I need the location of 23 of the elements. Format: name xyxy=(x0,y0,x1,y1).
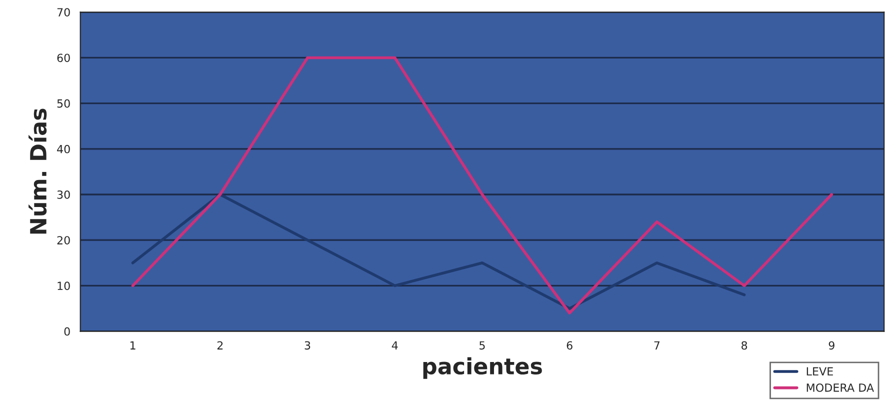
y-tick-label: 50 xyxy=(57,99,70,108)
x-tick-label: 2 xyxy=(217,341,223,350)
x-tick-label: 5 xyxy=(480,341,485,350)
line-series xyxy=(131,56,834,314)
y-axis-title: Núm. Días xyxy=(28,108,47,234)
x-tick-label: 4 xyxy=(392,341,398,350)
x-tick-label: 6 xyxy=(566,341,572,350)
x-tick-label: 1 xyxy=(130,341,136,350)
y-tick-label: 70 xyxy=(57,8,70,16)
x-tick-label: 7 xyxy=(654,341,660,350)
y-tick-label: 0 xyxy=(64,327,70,336)
x-tick-label: 9 xyxy=(828,341,834,350)
y-tick-label: 40 xyxy=(57,144,70,154)
y-tick-label: 60 xyxy=(57,54,70,62)
legend-label: LEVE xyxy=(806,367,833,376)
line-series xyxy=(131,193,746,310)
y-tick-label: 10 xyxy=(58,282,70,290)
y-tick-label: 20 xyxy=(57,236,70,244)
legend-label: MODERA DA xyxy=(806,383,874,392)
x-axis-title: pacientes xyxy=(423,357,542,379)
x-tick-label: 3 xyxy=(304,341,310,350)
y-tick-label: 30 xyxy=(57,190,70,199)
x-tick-label: 8 xyxy=(742,341,748,350)
